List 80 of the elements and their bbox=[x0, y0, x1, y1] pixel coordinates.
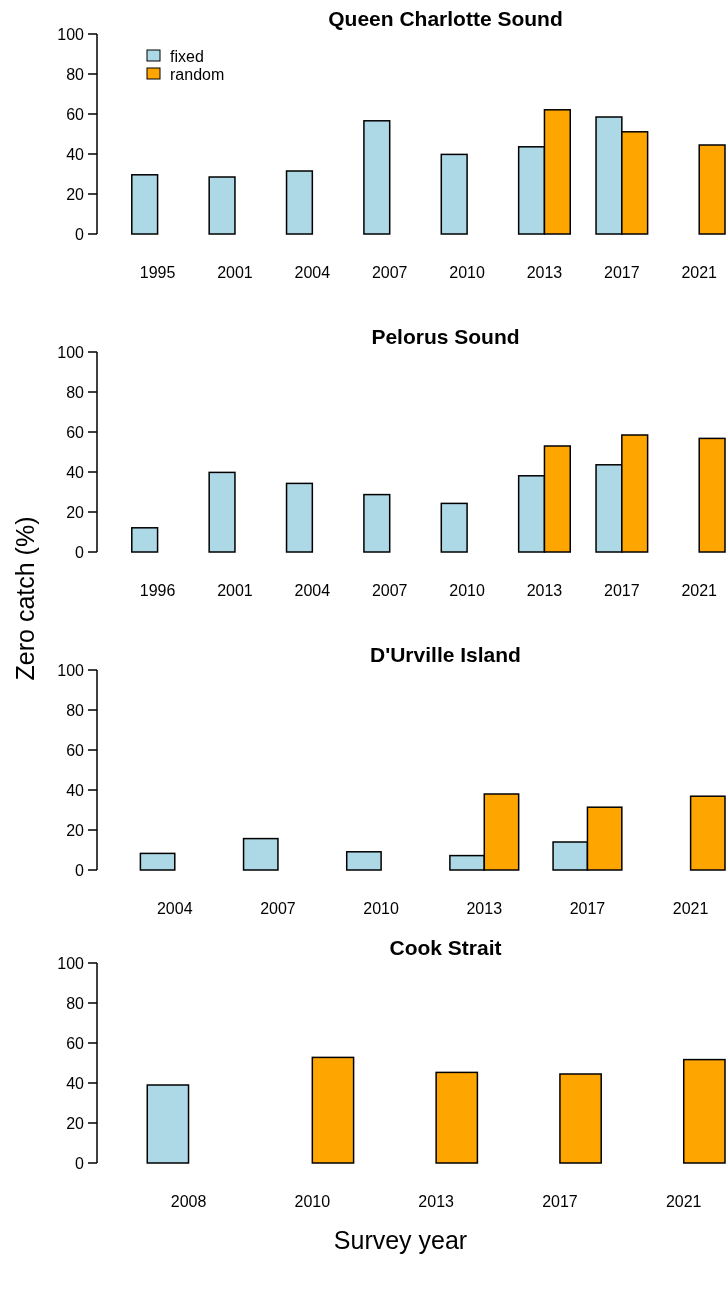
bar bbox=[242, 837, 279, 871]
x-tick-label: 2001 bbox=[217, 264, 253, 281]
y-tick-label: 20 bbox=[66, 1114, 85, 1132]
x-tick-label: 2013 bbox=[466, 900, 503, 917]
x-tick-label: 2001 bbox=[217, 582, 253, 599]
bar bbox=[208, 471, 236, 553]
y-tick-label: 80 bbox=[66, 701, 85, 719]
x-tick-label: 2007 bbox=[371, 582, 408, 599]
x-tick-label: 2013 bbox=[526, 264, 563, 281]
y-tick-label: 20 bbox=[66, 503, 85, 521]
x-tick-label: 2008 bbox=[170, 1193, 207, 1210]
x-tick-label: 2004 bbox=[294, 264, 331, 281]
x-tick-label: 2013 bbox=[526, 582, 563, 599]
y-tick-label: 80 bbox=[66, 994, 85, 1012]
y-tick-label: 20 bbox=[66, 821, 85, 839]
bar bbox=[131, 527, 159, 553]
y-tick-label: 60 bbox=[66, 105, 85, 123]
x-axis-title: Survey year bbox=[333, 1226, 468, 1254]
bar bbox=[208, 176, 236, 235]
x-tick-label: 2021 bbox=[665, 1193, 702, 1210]
bar bbox=[559, 1073, 602, 1164]
x-tick-label: 2017 bbox=[569, 900, 606, 917]
x-tick-label: 2010 bbox=[363, 900, 400, 917]
bar bbox=[146, 1084, 190, 1164]
bar bbox=[139, 852, 176, 871]
bar bbox=[285, 170, 314, 235]
legend-label: random bbox=[170, 65, 225, 83]
x-tick-label: 2021 bbox=[681, 582, 718, 599]
bar bbox=[345, 851, 382, 871]
y-tick-label: 40 bbox=[66, 463, 85, 481]
bar bbox=[363, 120, 391, 235]
y-tick-label: 60 bbox=[66, 423, 85, 441]
y-tick-label: 0 bbox=[75, 861, 85, 879]
legend-label: fixed bbox=[170, 47, 204, 65]
y-tick-label: 100 bbox=[57, 661, 85, 679]
x-tick-label: 2017 bbox=[604, 264, 640, 281]
x-tick-label: 2013 bbox=[418, 1193, 455, 1210]
x-tick-label: 2010 bbox=[449, 582, 485, 599]
y-tick-label: 100 bbox=[57, 954, 85, 972]
x-tick-label: 2010 bbox=[449, 264, 485, 281]
y-tick-label: 40 bbox=[66, 1074, 85, 1092]
bar bbox=[131, 174, 159, 235]
x-tick-label: 2010 bbox=[294, 1193, 331, 1210]
bar bbox=[435, 1071, 479, 1164]
bar bbox=[698, 437, 726, 553]
y-tick-label: 100 bbox=[57, 343, 85, 361]
y-tick-label: 0 bbox=[75, 543, 85, 561]
x-tick-label: 2017 bbox=[604, 582, 640, 599]
y-tick-label: 60 bbox=[66, 741, 85, 759]
y-tick-label: 40 bbox=[66, 145, 85, 163]
bar bbox=[440, 502, 468, 553]
x-tick-label: 1995 bbox=[139, 264, 176, 281]
x-tick-label: 2021 bbox=[681, 264, 718, 281]
bar bbox=[682, 1058, 726, 1164]
y-tick-label: 100 bbox=[57, 25, 85, 43]
bar bbox=[689, 795, 726, 871]
chart-title: D'Urville Island bbox=[370, 643, 521, 666]
bar bbox=[363, 493, 391, 553]
y-tick-label: 80 bbox=[66, 383, 85, 401]
y-tick-label: 0 bbox=[75, 225, 85, 243]
x-tick-label: 2017 bbox=[542, 1193, 578, 1210]
y-tick-label: 40 bbox=[66, 781, 85, 799]
chart-title: Cook Strait bbox=[389, 936, 502, 959]
bar bbox=[311, 1056, 355, 1164]
y-tick-label: 80 bbox=[66, 65, 85, 83]
x-tick-label: 2021 bbox=[672, 900, 709, 917]
x-tick-label: 2004 bbox=[156, 900, 193, 917]
y-tick-label: 20 bbox=[66, 185, 85, 203]
x-tick-label: 1996 bbox=[139, 582, 176, 599]
y-tick-label: 60 bbox=[66, 1034, 85, 1052]
x-tick-label: 2007 bbox=[371, 264, 408, 281]
bar bbox=[285, 482, 314, 553]
y-tick-label: 0 bbox=[75, 1154, 85, 1172]
bar bbox=[440, 153, 468, 235]
x-tick-label: 2007 bbox=[260, 900, 296, 917]
bar bbox=[698, 144, 726, 235]
chart-title: Queen Charlotte Sound bbox=[328, 7, 563, 30]
y-axis-title: Zero catch (%) bbox=[11, 516, 39, 681]
x-tick-label: 2004 bbox=[294, 582, 331, 599]
chart-title: Pelorus Sound bbox=[371, 325, 520, 348]
